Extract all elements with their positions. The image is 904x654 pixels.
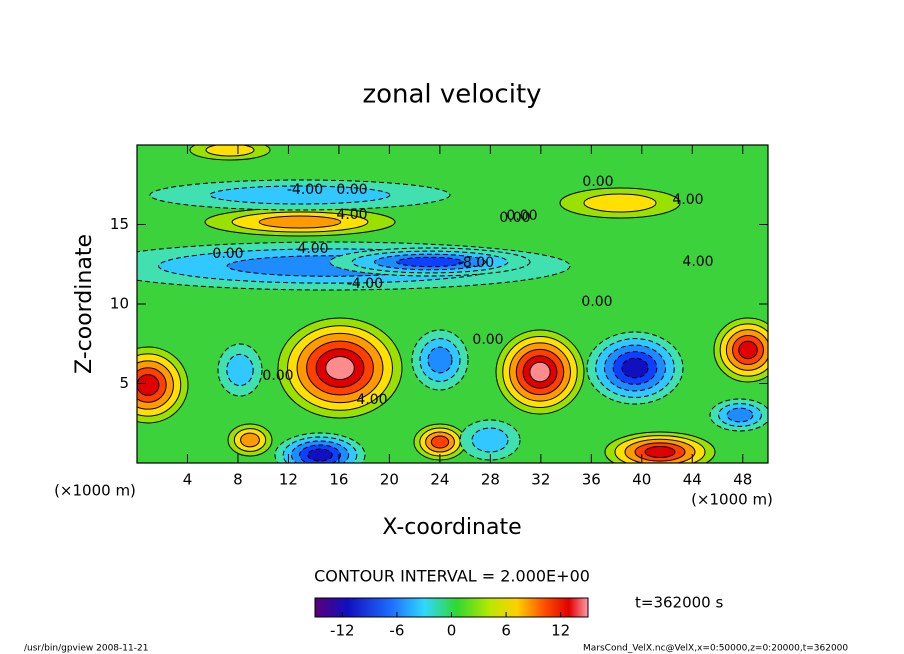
field-level xyxy=(240,432,260,448)
x-tick-label: 36 xyxy=(582,471,601,489)
x-tick-label: 48 xyxy=(733,471,752,489)
x-tick-label: 40 xyxy=(632,471,651,489)
chart-title: zonal velocity xyxy=(362,80,541,110)
contour-label: 0.00 xyxy=(582,174,613,190)
y-tick-label: 15 xyxy=(110,215,129,233)
field-level xyxy=(205,145,255,157)
footer-left: /usr/bin/gpview 2008-11-21 xyxy=(24,644,148,654)
field-level xyxy=(529,361,551,383)
colorbar-tick-label: -12 xyxy=(330,622,355,640)
contour-label: 0.00 xyxy=(581,294,612,310)
x-tick-label: 12 xyxy=(279,471,298,489)
contour-label: 0.00 xyxy=(262,368,293,384)
x-tick-label: 32 xyxy=(531,471,550,489)
field-level xyxy=(644,446,676,458)
contour-interval: CONTOUR INTERVAL = 2.000E+00 xyxy=(314,567,590,586)
colorbar-tick-label: 0 xyxy=(447,622,457,640)
contour-label: 0.00 xyxy=(506,208,537,224)
colorbar-tick-label: 6 xyxy=(501,622,511,640)
contour-label: 4.00 xyxy=(672,192,703,208)
x-tick-label: 28 xyxy=(481,471,500,489)
x-tick-label: 4 xyxy=(183,471,193,489)
x-unit: (×1000 m) xyxy=(691,491,773,509)
x-tick-label: 8 xyxy=(233,471,243,489)
contour-label: 4.00 xyxy=(297,241,328,257)
x-tick-label: 44 xyxy=(683,471,702,489)
time-label: t=362000 s xyxy=(635,594,723,612)
contour-label: 4.00 xyxy=(336,207,367,223)
contour-label: -4.00 xyxy=(287,182,323,198)
field-level xyxy=(583,193,657,213)
contour-label: 4.00 xyxy=(682,254,713,270)
contour-label: 0.00 xyxy=(212,246,243,262)
contour-label: 0.00 xyxy=(336,182,367,198)
field-level xyxy=(396,256,464,268)
contour-label: 4.00 xyxy=(356,392,387,408)
field-level xyxy=(471,427,509,453)
footer-right: MarsCond_VelX.nc@VelX,x=0:50000,z=0:2000… xyxy=(583,644,848,654)
field-level xyxy=(307,448,333,462)
field-level xyxy=(209,185,391,205)
field-level xyxy=(137,374,160,396)
colorbar-tick-label: 12 xyxy=(551,622,570,640)
field-level xyxy=(325,355,355,381)
contour-label: -4.00 xyxy=(347,276,383,292)
contour-label: 0.00 xyxy=(472,332,503,348)
y-axis-label: Z-coordinate xyxy=(72,234,97,374)
y-unit: (×1000 m) xyxy=(54,482,136,500)
y-tick-label: 5 xyxy=(119,374,129,392)
field-level xyxy=(738,340,758,360)
field-level xyxy=(430,435,450,449)
field-level xyxy=(621,357,649,379)
field-level xyxy=(258,215,342,229)
contour-field: -4.00 0.000.004.00 0.004.000.00-8.004.00-4… xyxy=(137,145,768,463)
field-level xyxy=(427,346,453,374)
colorbar-tick-label: -6 xyxy=(389,622,404,640)
x-tick-label: 16 xyxy=(329,471,348,489)
y-tick-label: 10 xyxy=(110,295,129,313)
contour-label: -8.00 xyxy=(458,255,494,271)
field-level xyxy=(726,407,754,423)
field-level xyxy=(226,353,254,387)
x-tick-label: 24 xyxy=(430,471,449,489)
contour-label: 0.00 xyxy=(499,210,530,226)
x-tick-label: 20 xyxy=(380,471,399,489)
x-axis-label: X-coordinate xyxy=(382,515,521,540)
